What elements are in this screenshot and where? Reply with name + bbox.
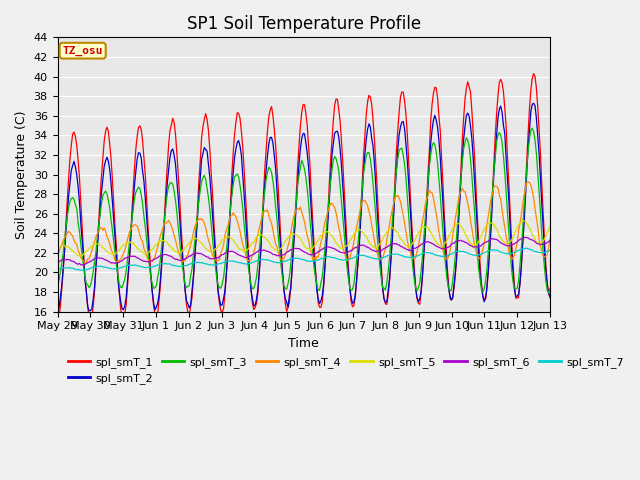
spl_smT_3 (269, 178, 276, 184)
spl_smT_3 (529, 125, 536, 131)
spl_smT_7 (218, 260, 226, 266)
spl_smT_5 (520, 218, 528, 224)
Line: spl_smT_5: spl_smT_5 (58, 221, 550, 256)
spl_smT_5 (227, 235, 234, 240)
Line: spl_smT_4: spl_smT_4 (58, 182, 550, 264)
spl_smT_2 (115, 288, 123, 294)
spl_smT_7 (227, 258, 234, 264)
spl_smT_7 (271, 259, 278, 265)
spl_smT_6 (115, 259, 123, 265)
spl_smT_1 (227, 202, 234, 207)
spl_smT_5 (522, 218, 529, 224)
Line: spl_smT_6: spl_smT_6 (58, 237, 550, 265)
spl_smT_2 (227, 208, 234, 214)
spl_smT_2 (54, 308, 61, 313)
spl_smT_1 (54, 316, 61, 322)
spl_smT_6 (78, 262, 86, 268)
spl_smT_2 (218, 302, 226, 308)
spl_smT_5 (76, 253, 83, 259)
spl_smT_7 (202, 261, 209, 266)
spl_smT_2 (546, 295, 554, 300)
spl_smT_5 (218, 237, 226, 243)
spl_smT_3 (519, 228, 527, 233)
Line: spl_smT_2: spl_smT_2 (58, 103, 550, 311)
spl_smT_7 (115, 265, 123, 271)
spl_smT_4 (54, 253, 61, 259)
spl_smT_4 (81, 261, 89, 266)
X-axis label: Time: Time (289, 337, 319, 350)
Legend: spl_smT_1, spl_smT_2, spl_smT_3, spl_smT_4, spl_smT_5, spl_smT_6, spl_smT_7: spl_smT_1, spl_smT_2, spl_smT_3, spl_smT… (63, 352, 628, 388)
spl_smT_6 (546, 238, 554, 243)
spl_smT_5 (54, 246, 61, 252)
spl_smT_7 (523, 245, 531, 251)
spl_smT_7 (546, 247, 554, 253)
spl_smT_2 (530, 100, 538, 106)
spl_smT_5 (271, 247, 278, 253)
spl_smT_3 (200, 172, 208, 178)
spl_smT_6 (271, 252, 278, 257)
spl_smT_6 (202, 253, 209, 259)
spl_smT_2 (202, 147, 209, 153)
spl_smT_3 (114, 272, 122, 278)
spl_smT_6 (54, 260, 61, 265)
spl_smT_4 (218, 247, 226, 252)
spl_smT_4 (202, 225, 209, 231)
spl_smT_3 (54, 283, 61, 288)
spl_smT_1 (218, 310, 226, 315)
Text: TZ_osu: TZ_osu (63, 46, 103, 56)
spl_smT_4 (546, 236, 554, 241)
spl_smT_6 (522, 234, 529, 240)
spl_smT_5 (546, 223, 554, 229)
spl_smT_4 (520, 193, 528, 199)
Y-axis label: Soil Temperature (C): Soil Temperature (C) (15, 110, 28, 239)
spl_smT_1 (120, 318, 127, 324)
spl_smT_4 (524, 179, 532, 185)
spl_smT_1 (202, 111, 209, 117)
Line: spl_smT_7: spl_smT_7 (58, 248, 550, 270)
spl_smT_2 (271, 153, 278, 158)
spl_smT_1 (114, 271, 122, 277)
Line: spl_smT_1: spl_smT_1 (58, 73, 550, 321)
spl_smT_3 (546, 285, 554, 291)
spl_smT_6 (520, 235, 528, 240)
spl_smT_4 (227, 213, 234, 219)
spl_smT_1 (530, 71, 538, 76)
spl_smT_7 (77, 267, 84, 273)
spl_smT_7 (520, 246, 528, 252)
spl_smT_1 (520, 213, 528, 218)
spl_smT_2 (85, 308, 93, 314)
spl_smT_6 (227, 249, 234, 254)
spl_smT_7 (54, 267, 61, 273)
Title: SP1 Soil Temperature Profile: SP1 Soil Temperature Profile (187, 15, 421, 33)
spl_smT_1 (271, 126, 278, 132)
spl_smT_2 (520, 222, 528, 228)
spl_smT_3 (225, 221, 233, 227)
spl_smT_3 (217, 285, 225, 291)
spl_smT_1 (546, 293, 554, 299)
spl_smT_3 (545, 290, 552, 296)
spl_smT_5 (115, 247, 123, 253)
spl_smT_5 (202, 246, 209, 252)
spl_smT_6 (218, 252, 226, 257)
Line: spl_smT_3: spl_smT_3 (58, 128, 550, 293)
spl_smT_4 (271, 234, 278, 240)
spl_smT_4 (115, 258, 123, 264)
